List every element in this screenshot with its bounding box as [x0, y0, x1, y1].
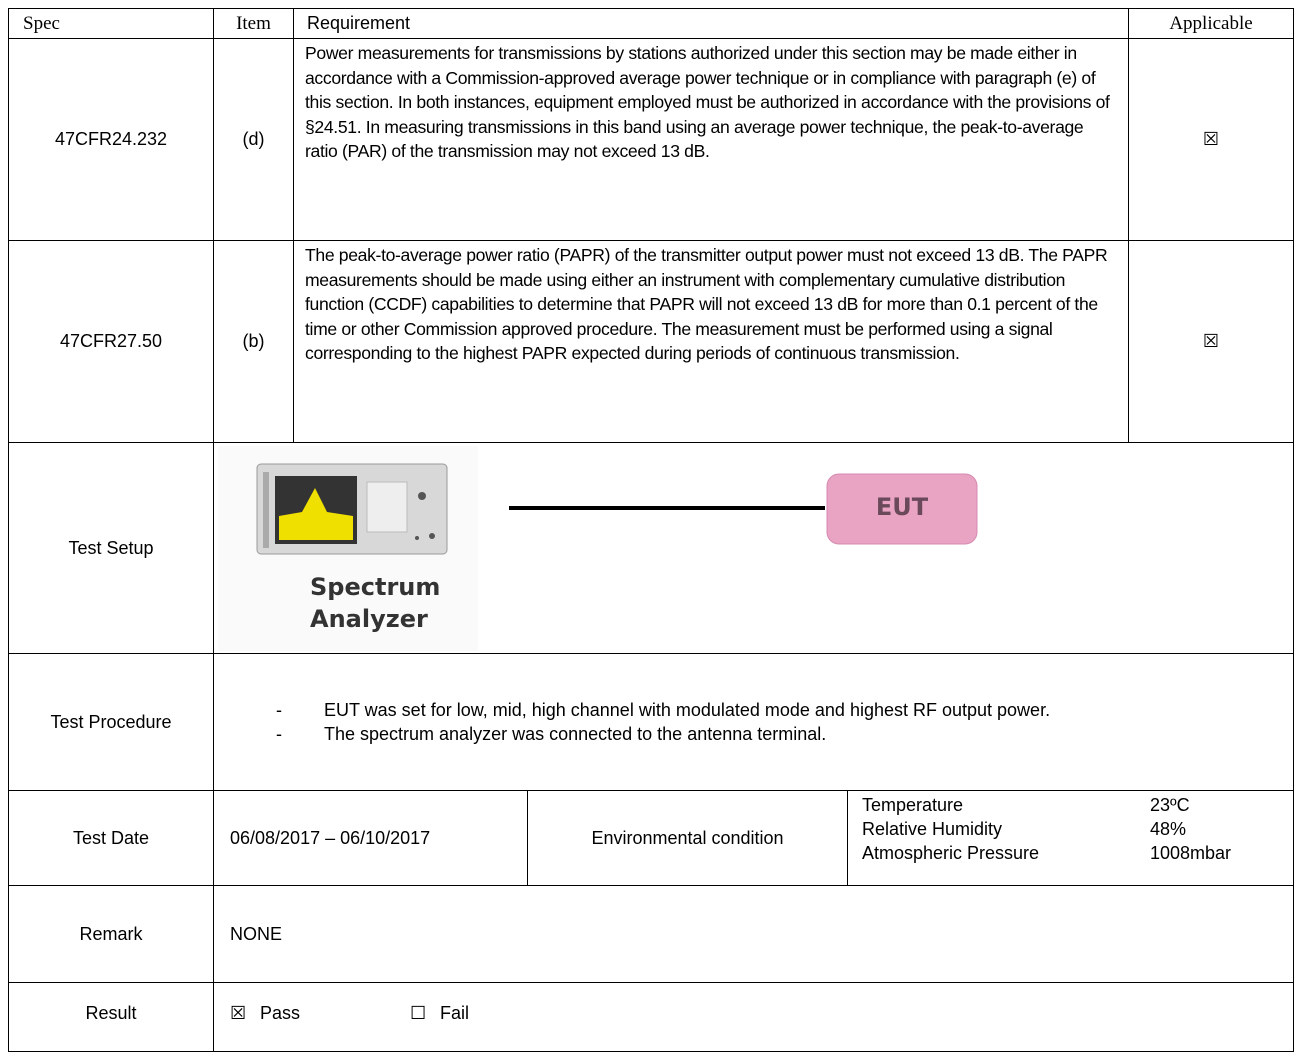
procedure-cell: - EUT was set for low, mid, high channel …: [213, 653, 1294, 791]
bullet: -: [276, 700, 282, 720]
requirement: Power measurements for transmissions by …: [293, 38, 1129, 241]
env-name: Relative Humidity: [862, 819, 1003, 839]
item: (d): [213, 38, 294, 241]
applicable: ☒: [1128, 240, 1294, 443]
env-cell: Temperature 23ºC Relative Humidity 48% Atmos…: [847, 790, 1294, 886]
remark-value: NONE: [213, 885, 1294, 983]
header-spec: Spec: [8, 8, 214, 39]
date-value: 06/08/2017 – 06/10/2017: [213, 790, 528, 886]
analyzer-knob: [415, 536, 419, 540]
spec: 47CFR27.50: [8, 240, 214, 443]
env-value: 48%: [1150, 819, 1187, 839]
requirement: The peak-to-average power ratio (PAPR) o…: [293, 240, 1129, 443]
env-label: Environmental condition: [527, 790, 848, 886]
eut-label: EUT: [876, 493, 929, 521]
instrument-label: Spectrum Analyzer: [310, 573, 441, 633]
env-name: Atmospheric Pressure: [862, 843, 1040, 863]
env-value: 1008mbar: [1150, 843, 1232, 863]
applicable: ☒: [1128, 38, 1294, 241]
setup-label: Test Setup: [8, 442, 214, 654]
result-mark: ☒: [230, 1003, 247, 1023]
analyzer-knob: [418, 492, 426, 500]
header-applicable: Applicable: [1128, 8, 1294, 39]
result-option: Pass: [260, 1003, 301, 1023]
setup-diagram: EUT: [218, 446, 978, 651]
analyzer-knob: [429, 533, 435, 539]
procedure-label: Test Procedure: [8, 653, 214, 791]
procedure-step: EUT was set for low, mid, high channel w…: [324, 700, 1051, 720]
eut-box: [826, 473, 978, 545]
spec: 47CFR24.232: [8, 38, 214, 241]
result-mark: ☐: [410, 1003, 427, 1023]
result-cell: ☒ Pass ☐ Fail: [213, 982, 1294, 1052]
env-name: Temperature: [862, 795, 964, 815]
analyzer-trace: [279, 488, 353, 540]
remark-label: Remark: [8, 885, 214, 983]
setup-cell: EUT Spectrum Analyzer: [213, 442, 1294, 654]
procedure-step: The spectrum analyzer was connected to t…: [324, 724, 827, 744]
analyzer-panel: [366, 481, 408, 533]
header-item: Item: [213, 8, 294, 39]
analyzer-handle: [263, 472, 269, 548]
header-requirement: Requirement: [293, 8, 1129, 39]
item: (b): [213, 240, 294, 443]
date-label: Test Date: [8, 790, 214, 886]
result-label: Result: [8, 982, 214, 1052]
env-value: 23ºC: [1150, 795, 1190, 815]
result-option: Fail: [440, 1003, 470, 1023]
bullet: -: [276, 724, 282, 744]
